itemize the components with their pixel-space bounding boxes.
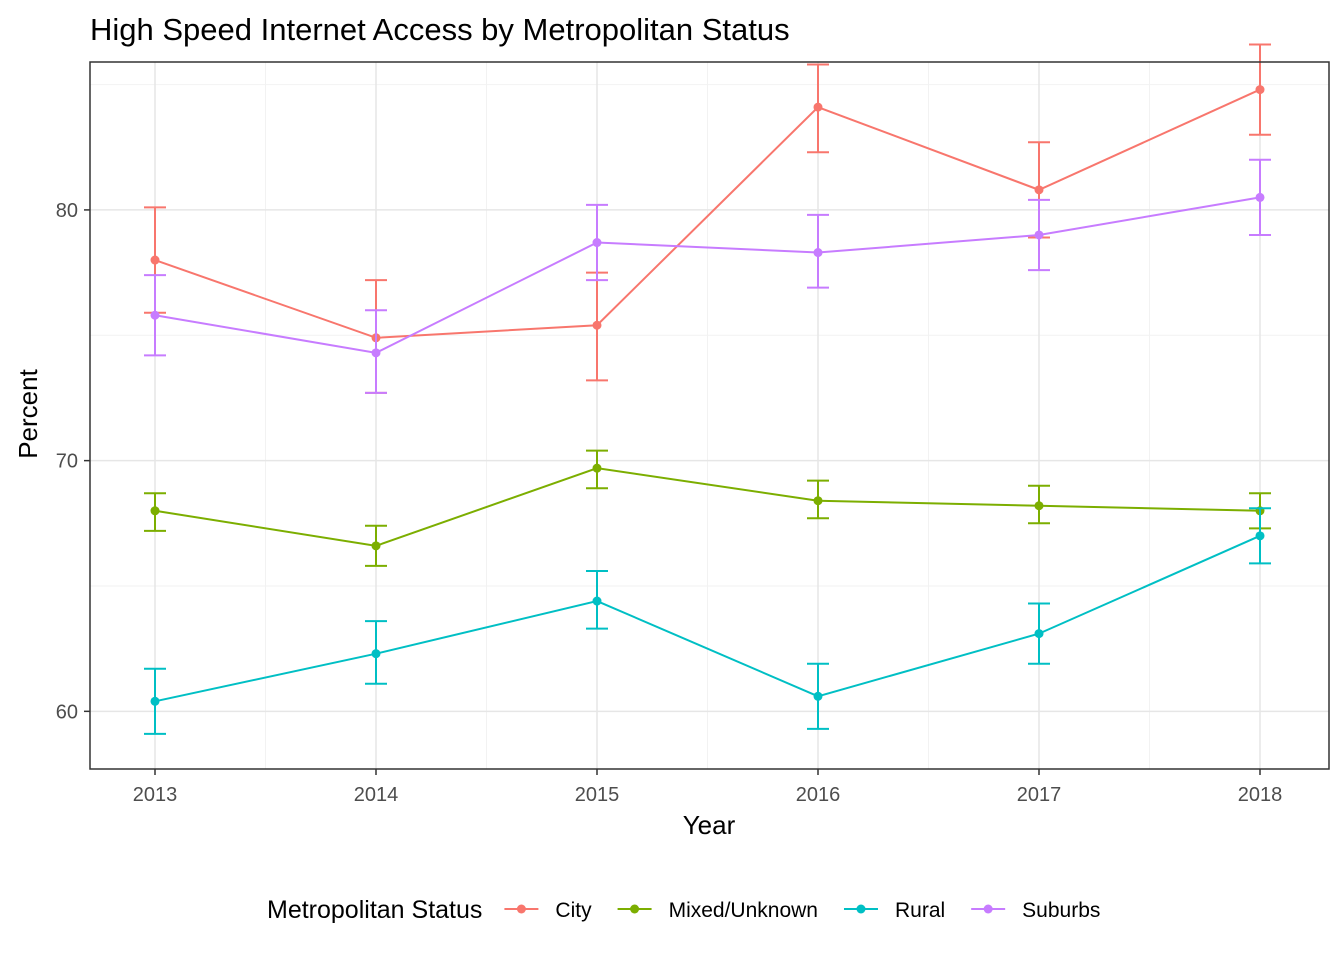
series-suburbs [144, 158, 1271, 394]
legend-key-point [516, 904, 526, 914]
legend-key-point [630, 904, 640, 914]
gridlines [90, 62, 1329, 769]
legend-item-suburbs: Suburbs [971, 899, 1100, 922]
legend: Metropolitan Status City Mixed/Unknown Rur… [267, 896, 1100, 924]
data-point [592, 463, 602, 473]
data-point [813, 102, 823, 112]
y-axis-title: Percent [13, 368, 43, 458]
data-point [1034, 629, 1044, 639]
series-mixed-unknown [144, 449, 1271, 567]
legend-title: Metropolitan Status [267, 896, 482, 924]
data-point [150, 506, 160, 516]
data-point [371, 541, 381, 551]
legend-item-mixed-unknown: Mixed/Unknown [617, 899, 818, 922]
data-point [813, 496, 823, 506]
legend-label: Rural [895, 899, 945, 922]
data-point [1255, 85, 1265, 95]
x-tick-label: 2013 [133, 784, 178, 806]
x-tick-label: 2015 [575, 784, 620, 806]
series-group [144, 43, 1271, 735]
legend-item-rural: Rural [843, 899, 945, 922]
data-point [150, 310, 160, 320]
y-tick-label: 60 [56, 701, 78, 723]
data-point [371, 348, 381, 358]
data-point [1034, 185, 1044, 195]
x-tick-label: 2016 [796, 784, 841, 806]
series-line-rural [154, 534, 1261, 703]
y-tick-label: 70 [56, 451, 78, 473]
legend-item-city: City [504, 899, 592, 922]
series-rural [144, 507, 1271, 735]
legend-key-point [983, 904, 993, 914]
series-line-mixed-unknown [154, 467, 1261, 547]
data-point [1034, 501, 1044, 511]
data-point [1255, 531, 1265, 541]
data-point [592, 320, 602, 330]
x-tick-label: 2018 [1238, 784, 1283, 806]
data-point [813, 691, 823, 701]
x-axis-title: Year [683, 810, 736, 840]
data-point [1255, 192, 1265, 202]
x-tick-label: 2017 [1017, 784, 1062, 806]
data-point [592, 238, 602, 248]
plot-panel-border [89, 61, 1330, 770]
series-line-city [154, 88, 1261, 339]
x-tick-label: 2014 [354, 784, 399, 806]
y-tick-label: 80 [56, 200, 78, 222]
data-point [371, 649, 381, 659]
legend-label: Suburbs [1022, 899, 1100, 922]
data-point [150, 696, 160, 706]
legend-key-point [856, 904, 866, 914]
data-point [592, 596, 602, 606]
axis-ticks: 2013 2014 2015 2016 2017 2018 60 70 80 [56, 200, 1283, 806]
legend-label: City [555, 899, 592, 922]
data-point [813, 248, 823, 258]
legend-label: Mixed/Unknown [669, 899, 818, 922]
data-point [1034, 230, 1044, 240]
chart-title: High Speed Internet Access by Metropolit… [90, 12, 790, 47]
series-line-suburbs [154, 196, 1261, 354]
data-point [150, 255, 160, 265]
